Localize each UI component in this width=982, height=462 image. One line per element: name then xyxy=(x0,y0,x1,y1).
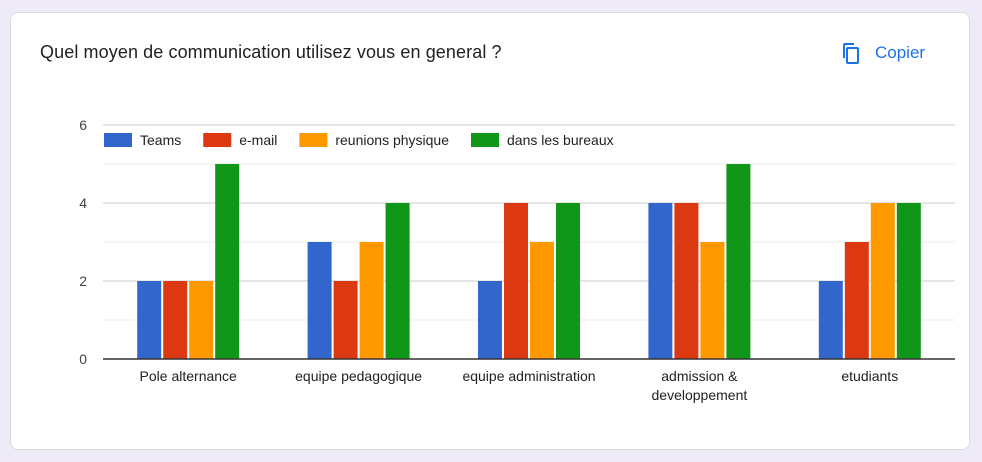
legend-label: reunions physique xyxy=(335,132,449,148)
y-tick-label: 2 xyxy=(79,273,87,289)
x-tick-label: equipe administration xyxy=(462,368,595,384)
bar xyxy=(189,281,214,359)
x-tick-label: equipe pedagogique xyxy=(295,368,422,384)
legend-swatch xyxy=(299,133,328,147)
question-title: Quel moyen de communication utilisez vou… xyxy=(40,42,502,62)
bar xyxy=(648,203,673,359)
legend-label: dans les bureaux xyxy=(507,132,614,148)
bar xyxy=(556,203,580,359)
legend-swatch xyxy=(203,133,232,147)
bar xyxy=(674,203,699,359)
bar xyxy=(700,242,725,359)
legend-label: Teams xyxy=(140,132,181,148)
copy-icon xyxy=(839,41,863,65)
bar xyxy=(359,242,384,359)
bar xyxy=(844,242,869,359)
question-card: Quel moyen de communication utilisez vou… xyxy=(10,12,970,450)
x-tick-label: Pole alternance xyxy=(140,368,238,384)
bar xyxy=(870,203,895,359)
y-tick-label: 4 xyxy=(79,195,87,211)
bar xyxy=(385,203,410,359)
bar xyxy=(137,281,162,359)
bar xyxy=(818,281,843,359)
bar xyxy=(530,242,554,359)
legend-label: e-mail xyxy=(239,132,277,148)
bar xyxy=(333,281,358,359)
copy-button-label: Copier xyxy=(875,43,926,62)
bar xyxy=(896,203,921,359)
copy-button[interactable]: Copier xyxy=(839,37,925,69)
bar xyxy=(163,281,188,359)
bar xyxy=(504,203,528,359)
y-tick-label: 0 xyxy=(79,351,87,367)
x-tick-label: etudiants xyxy=(841,368,898,384)
bar xyxy=(726,164,751,359)
bar xyxy=(307,242,332,359)
x-tick-label: developpement xyxy=(652,387,748,403)
x-tick-label: admission & xyxy=(661,368,738,384)
bar xyxy=(478,281,502,359)
legend-swatch xyxy=(104,133,132,147)
bar xyxy=(215,164,240,359)
y-tick-label: 6 xyxy=(79,117,87,133)
legend-swatch xyxy=(471,133,499,147)
